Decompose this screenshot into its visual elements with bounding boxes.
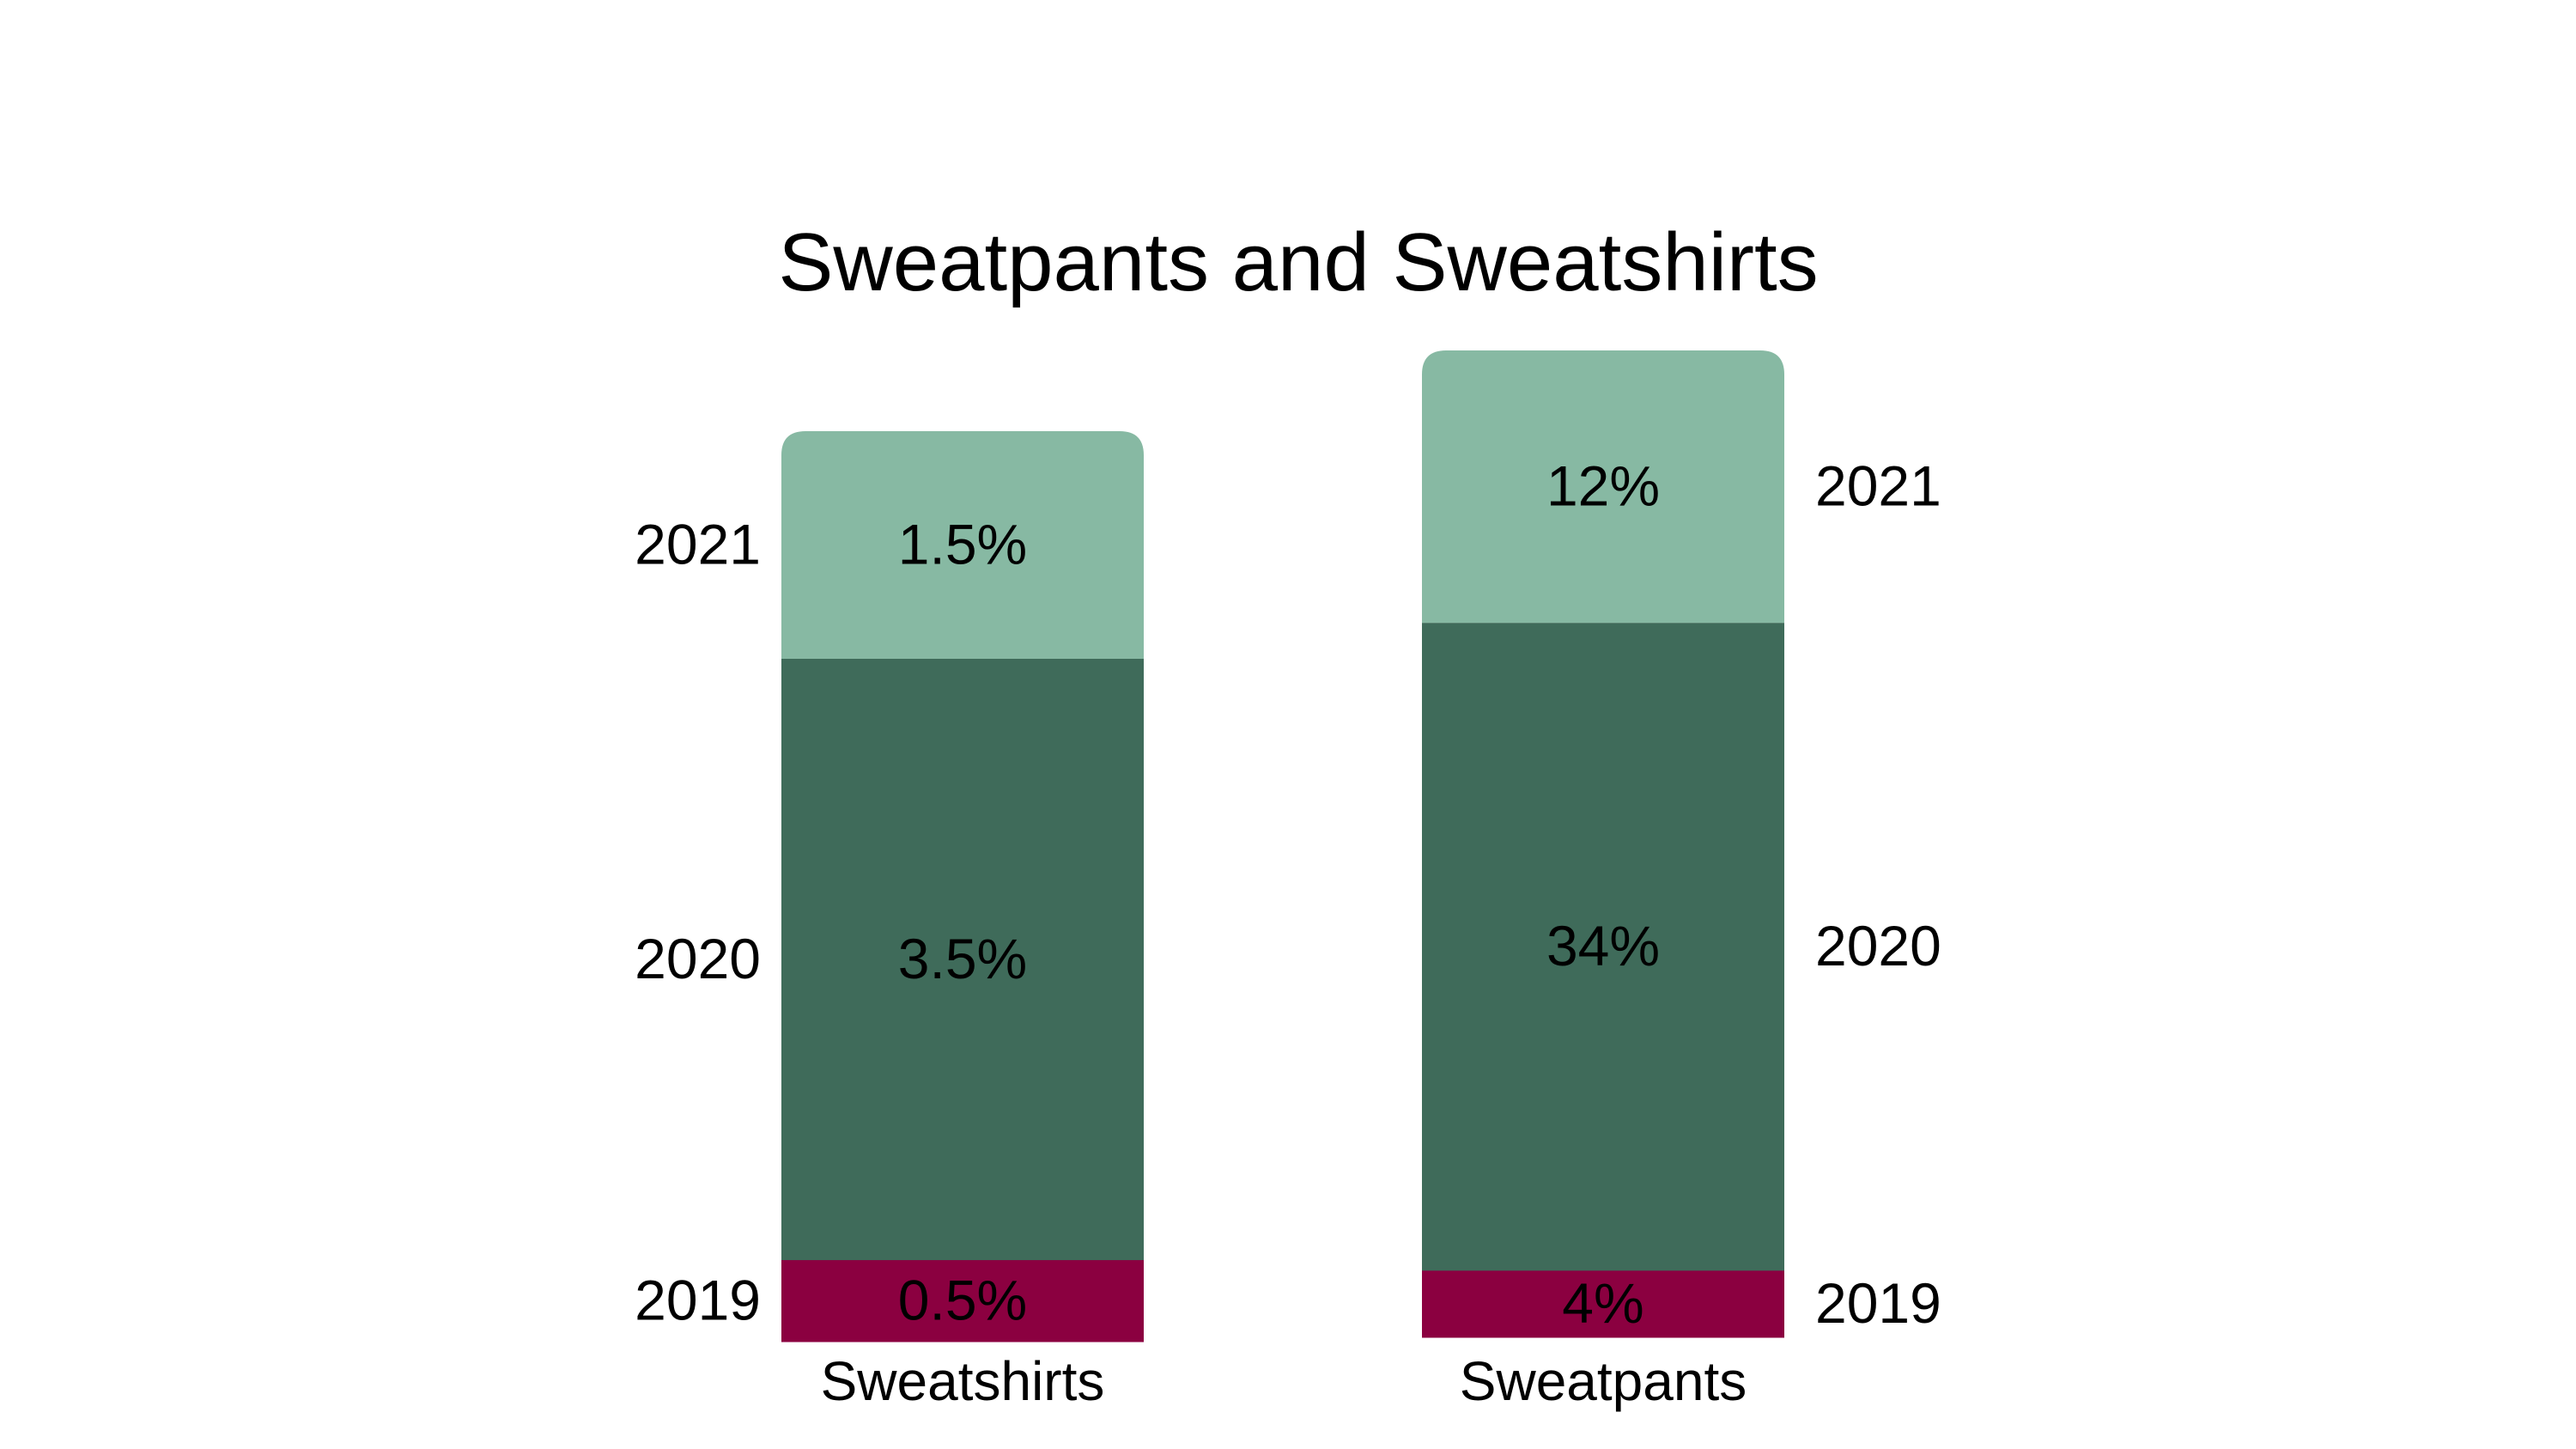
data-label-sweatpants-2019: 4% xyxy=(1562,1271,1643,1335)
year-label-sweatpants-2020: 2020 xyxy=(1815,914,1941,977)
bar-segment-sweatpants-2020 xyxy=(1422,623,1784,1271)
category-label-sweatpants: Sweatpants xyxy=(1460,1350,1747,1412)
data-label-sweatshirts-2019: 0.5% xyxy=(898,1268,1027,1331)
bar-segment-sweatpants-2019 xyxy=(1422,1269,1784,1338)
year-label-sweatpants-2019: 2019 xyxy=(1815,1271,1941,1335)
data-label-sweatshirts-2021: 1.5% xyxy=(898,513,1027,576)
year-label-sweatshirts-2021: 2021 xyxy=(635,513,761,576)
chart-title: Sweatpants and Sweatshirts xyxy=(778,216,1818,308)
bar-segment-sweatshirts-2020 xyxy=(781,659,1144,1261)
data-label-sweatshirts-2020: 3.5% xyxy=(898,927,1027,990)
year-label-sweatshirts-2020: 2020 xyxy=(635,927,761,990)
bars-group: 0.5% 2019 3.5% 2020 1.5% 2021 Sweatshirts 4% 201… xyxy=(635,350,1941,1412)
data-label-sweatpants-2020: 34% xyxy=(1546,914,1660,977)
bar-segment-sweatshirts-2019 xyxy=(781,1259,1144,1342)
year-label-sweatpants-2021: 2021 xyxy=(1815,454,1941,518)
data-label-sweatpants-2021: 12% xyxy=(1546,454,1660,518)
bar-segment-sweatpants-2021 xyxy=(1422,350,1784,624)
bar-segment-sweatshirts-2021 xyxy=(781,431,1144,659)
category-label-sweatshirts: Sweatshirts xyxy=(821,1350,1105,1412)
year-label-sweatshirts-2019: 2019 xyxy=(635,1268,761,1331)
